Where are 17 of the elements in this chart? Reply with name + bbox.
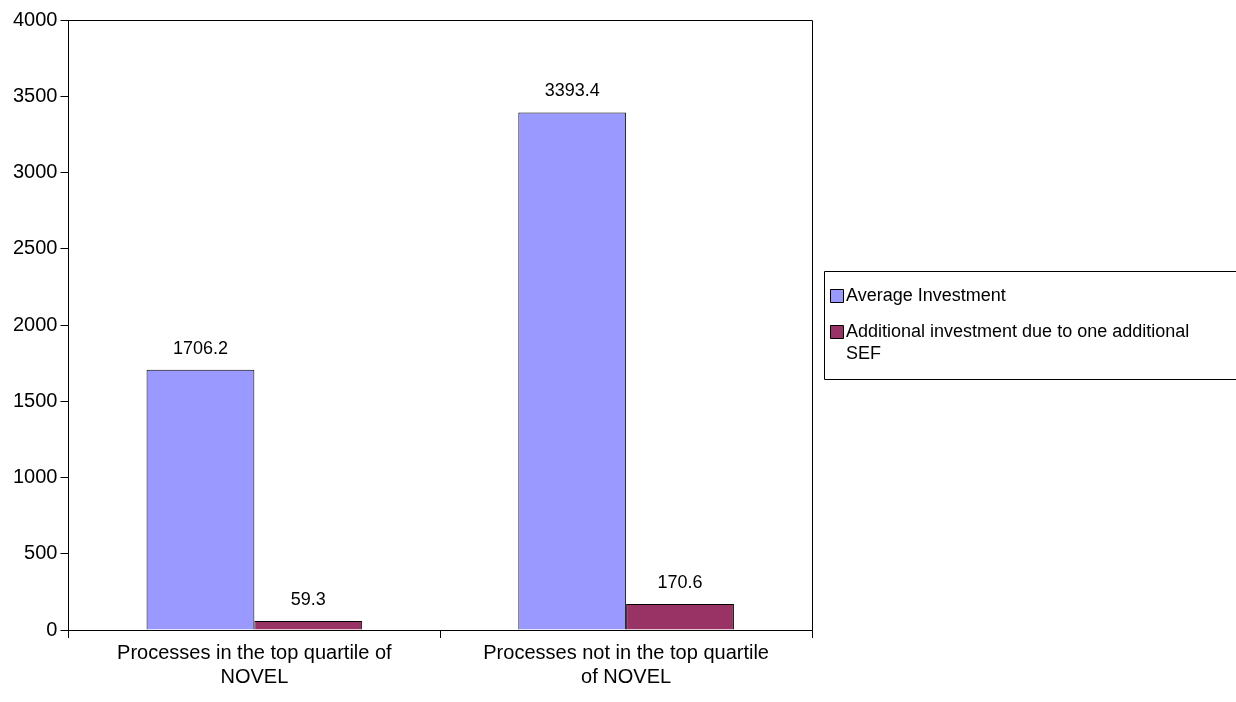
- x-tick-label: Processes not in the top quartile of NOVEL: [483, 640, 769, 687]
- y-tick-label: 4000: [12, 7, 58, 30]
- legend-label: Additional investment due to one additional SEF: [846, 320, 1190, 363]
- data-label: 170.6: [657, 571, 703, 592]
- legend-label: Average Investment: [846, 284, 1006, 305]
- y-tick-label: 1000: [12, 465, 58, 488]
- y-tick-label: 0: [46, 617, 58, 640]
- data-label: 59.3: [290, 588, 326, 609]
- data-label: 1706.2: [172, 337, 228, 358]
- y-tick-label: 1500: [12, 388, 58, 411]
- data-label: 3393.4: [544, 80, 600, 101]
- y-tick-label: 2500: [12, 236, 58, 259]
- x-tick-label: Processes in the top quartile of NOVEL: [117, 640, 393, 687]
- y-tick-label: 3500: [12, 83, 58, 106]
- y-tick-label: 2000: [12, 312, 58, 335]
- y-tick-label: 3000: [12, 160, 58, 183]
- y-tick-label: 500: [24, 541, 58, 564]
